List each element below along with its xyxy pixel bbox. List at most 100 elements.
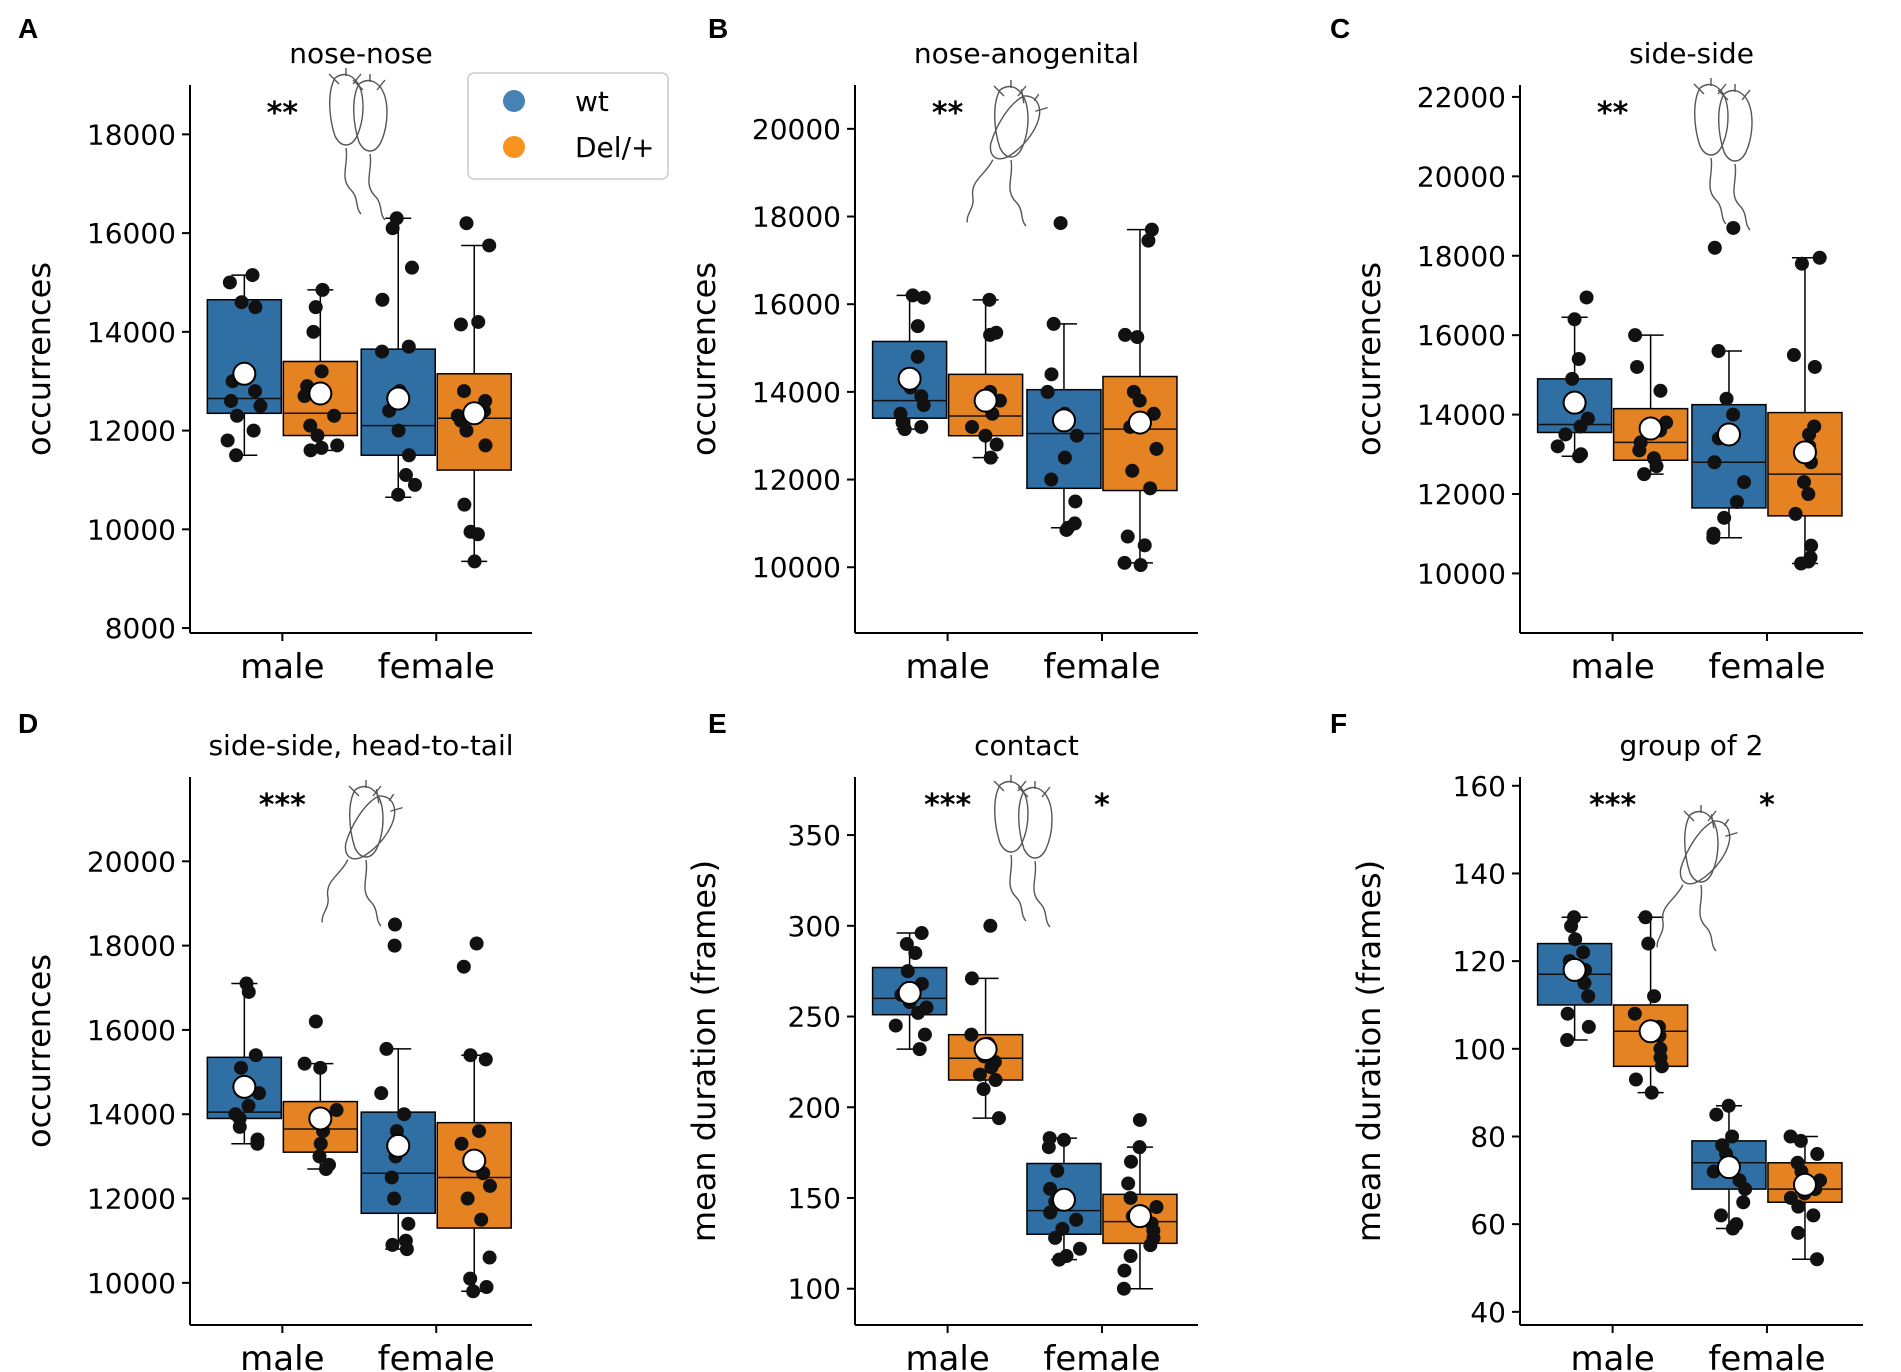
data-point xyxy=(245,268,260,283)
data-point xyxy=(905,288,920,303)
mean-marker xyxy=(462,401,487,426)
data-point xyxy=(1786,348,1801,363)
data-point xyxy=(1628,328,1643,343)
y-tick-label: 16000 xyxy=(87,1014,176,1047)
data-point xyxy=(1057,450,1072,465)
data-point xyxy=(478,1052,493,1067)
data-point xyxy=(916,398,931,413)
data-point xyxy=(1072,1241,1087,1256)
data-point xyxy=(888,1018,903,1033)
y-axis-label: occurrences xyxy=(20,954,58,1148)
data-point xyxy=(456,959,471,974)
legend-marker-wt xyxy=(503,90,525,112)
data-point xyxy=(1132,1112,1147,1127)
data-point xyxy=(1737,475,1752,490)
data-point xyxy=(1130,330,1145,345)
data-point xyxy=(222,275,237,290)
box-group-female-wt xyxy=(1691,220,1767,545)
significance-marker: * xyxy=(1759,788,1775,823)
data-point xyxy=(1726,407,1741,422)
data-point xyxy=(401,1216,416,1231)
data-point xyxy=(1794,556,1809,571)
mouse-shape xyxy=(1017,780,1053,928)
data-point xyxy=(972,1067,987,1082)
significance-marker: *** xyxy=(1589,788,1636,823)
data-point xyxy=(1117,555,1132,570)
box-group-female-wt xyxy=(1026,216,1102,537)
data-point xyxy=(1568,932,1583,947)
significance-marker: ** xyxy=(932,96,964,131)
data-point xyxy=(457,497,472,512)
significance-marker: ** xyxy=(1597,96,1629,131)
data-point xyxy=(229,448,244,463)
y-tick-label: 18000 xyxy=(87,930,176,963)
x-tick-label-female: female xyxy=(1708,647,1825,687)
data-point xyxy=(916,290,931,305)
y-tick-label: 12000 xyxy=(87,415,176,448)
data-point xyxy=(303,443,318,458)
data-point xyxy=(313,1136,328,1151)
data-point xyxy=(471,314,486,329)
y-tick-label: 140 xyxy=(1453,857,1506,890)
y-tick-label: 18000 xyxy=(1417,240,1506,273)
box-group-male-del xyxy=(1612,910,1689,1100)
data-point xyxy=(387,1191,402,1206)
data-point xyxy=(308,1014,323,1029)
data-point xyxy=(1571,352,1586,366)
data-point xyxy=(246,423,261,438)
y-tick-label: 20000 xyxy=(752,113,841,146)
panel-letter: C xyxy=(1330,13,1350,44)
data-point xyxy=(1649,459,1664,474)
panel-letter: D xyxy=(18,708,38,739)
y-tick-label: 14000 xyxy=(752,376,841,409)
data-point xyxy=(1120,529,1135,544)
data-point xyxy=(1644,1085,1659,1100)
mouse-shape xyxy=(328,67,364,215)
data-point xyxy=(1638,910,1653,925)
panel-title: nose-nose xyxy=(289,37,433,70)
mean-marker xyxy=(1051,408,1076,433)
data-point xyxy=(910,349,925,364)
y-tick-label: 10000 xyxy=(87,513,176,546)
data-point xyxy=(1124,1154,1139,1169)
data-point xyxy=(1043,1181,1058,1196)
data-point xyxy=(470,527,485,542)
data-point xyxy=(1630,359,1645,374)
x-tick-label-male: male xyxy=(905,647,989,687)
data-point xyxy=(463,1048,478,1063)
x-tick-label-female: female xyxy=(1708,1339,1825,1372)
box-group-female-del xyxy=(1767,1129,1843,1267)
mouse-shape xyxy=(993,774,1029,922)
data-point xyxy=(1567,312,1582,327)
data-point xyxy=(253,398,268,413)
data-point xyxy=(472,1124,487,1139)
legend-marker-del xyxy=(503,136,525,158)
mouse-shape xyxy=(1693,77,1729,225)
data-point xyxy=(1143,1238,1158,1253)
data-point xyxy=(1558,427,1573,442)
data-point xyxy=(989,437,1004,452)
panel-letter: F xyxy=(1330,708,1347,739)
data-point xyxy=(965,419,980,434)
data-point xyxy=(398,468,413,483)
box-group-male-wt xyxy=(1536,910,1613,1048)
data-point xyxy=(379,1041,394,1056)
box-group-female-wt xyxy=(360,917,436,1257)
data-point xyxy=(232,1119,247,1134)
data-point xyxy=(1046,316,1061,331)
y-tick-label: 16000 xyxy=(87,217,176,250)
data-point xyxy=(912,1042,927,1057)
y-tick-label: 200 xyxy=(788,1091,841,1124)
y-tick-label: 300 xyxy=(788,910,841,943)
data-point xyxy=(1560,1006,1575,1021)
data-point xyxy=(1632,443,1647,458)
data-point xyxy=(1123,1249,1138,1264)
data-point xyxy=(1793,1133,1808,1148)
data-point xyxy=(1550,439,1565,454)
data-point xyxy=(459,216,474,231)
mouse-shape xyxy=(1630,808,1744,950)
panel-title: side-side xyxy=(1629,37,1754,70)
data-point xyxy=(306,324,321,339)
data-point xyxy=(297,389,312,404)
